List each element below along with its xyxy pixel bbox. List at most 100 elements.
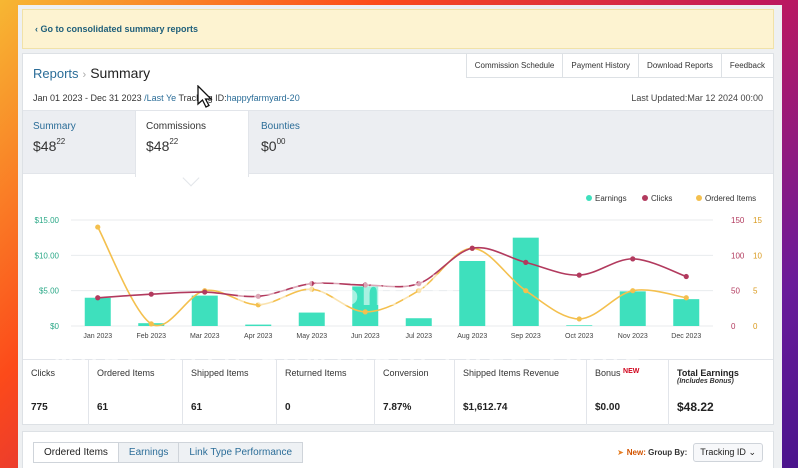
tab-ordered-items[interactable]: Ordered Items xyxy=(33,442,119,463)
ordered-items-point xyxy=(416,288,422,294)
metric-shipped-revenue: Shipped Items Revenue $1,612.74 xyxy=(455,360,587,425)
y-tick-right-ordered: 10 xyxy=(753,251,762,260)
summary-tabs: Summary $4822 Commissions $4822 Bounties… xyxy=(23,110,773,177)
group-by-label: New: Group By: xyxy=(626,448,688,457)
clicks-point xyxy=(576,272,582,278)
y-tick-left: $0 xyxy=(50,322,59,331)
tab-earnings[interactable]: Earnings xyxy=(117,442,180,463)
chevron-down-icon: ⌄ xyxy=(748,447,756,457)
y-tick-left: $5.00 xyxy=(39,287,60,296)
breadcrumb: Reports › Summary xyxy=(33,65,150,81)
x-tick-label: Feb 2023 xyxy=(136,333,166,340)
metric-conversion: Conversion 7.87% xyxy=(375,360,455,425)
x-tick-label: Aug 2023 xyxy=(457,333,487,340)
legend-marker xyxy=(586,195,592,201)
tab-link-type-performance[interactable]: Link Type Performance xyxy=(178,442,304,463)
y-tick-right-clicks: 0 xyxy=(731,322,736,331)
legend-label: Earnings xyxy=(595,194,627,203)
ordered-items-point xyxy=(255,302,261,308)
tab-bounties[interactable]: Bounties $000 xyxy=(251,111,363,175)
last-updated: Last Updated:Mar 12 2024 00:00 xyxy=(631,93,763,103)
report-table-tabs: Ordered Items Earnings Link Type Perform… xyxy=(33,442,304,463)
group-by-control: ➤ New: Group By: Tracking ID ⌄ xyxy=(617,443,763,462)
tab-summary[interactable]: Summary $4822 xyxy=(23,111,135,175)
tab-bounties-label: Bounties xyxy=(261,121,300,132)
summary-card: Reports › Summary Commission Schedule Paym… xyxy=(22,53,774,425)
earnings-bar xyxy=(245,324,272,326)
clicks-point xyxy=(416,281,422,287)
legend-marker xyxy=(642,195,648,201)
tab-bounties-amount: $000 xyxy=(261,137,286,154)
metric-shipped-items: Shipped Items 61 xyxy=(183,360,277,425)
y-tick-right-clicks: 50 xyxy=(731,287,740,296)
clicks-point xyxy=(362,282,368,288)
report-tables-card: Ordered Items Earnings Link Type Perform… xyxy=(22,431,774,468)
y-tick-right-clicks: 100 xyxy=(731,251,745,260)
clicks-point xyxy=(630,256,636,262)
ordered-items-point xyxy=(148,321,154,327)
tab-summary-label: Summary xyxy=(33,121,76,132)
x-tick-label: Jun 2023 xyxy=(351,333,380,340)
x-tick-label: May 2023 xyxy=(296,333,327,340)
consolidated-banner: ‹ Go to consolidated summary reports xyxy=(22,9,774,49)
earnings-bar xyxy=(405,318,432,326)
metric-total-earnings: Total Earnings (Includes Bonus) $48.22 xyxy=(677,368,739,414)
earnings-bar xyxy=(352,286,379,326)
earnings-bar xyxy=(566,325,593,326)
earnings-bar xyxy=(673,299,700,326)
consolidated-reports-link[interactable]: ‹ Go to consolidated summary reports xyxy=(35,24,199,34)
earnings-bar xyxy=(619,291,646,326)
clicks-point xyxy=(469,245,475,251)
earnings-bar xyxy=(191,295,218,326)
x-tick-label: Nov 2023 xyxy=(618,333,648,340)
x-tick-label: Sep 2023 xyxy=(511,333,541,340)
group-by-select[interactable]: Tracking ID ⌄ xyxy=(693,443,763,462)
ordered-items-point xyxy=(309,286,315,292)
feedback-link[interactable]: Feedback xyxy=(720,54,773,78)
ordered-items-point xyxy=(362,309,368,315)
commission-schedule-link[interactable]: Commission Schedule xyxy=(465,54,563,78)
clicks-point xyxy=(255,293,261,299)
top-links: Commission Schedule Payment History Down… xyxy=(465,54,773,78)
tab-commissions-label: Commissions xyxy=(146,121,207,132)
download-reports-link[interactable]: Download Reports xyxy=(638,54,721,78)
metric-returned-items: Returned Items 0 xyxy=(277,360,375,425)
y-tick-right-ordered: 0 xyxy=(753,322,758,331)
metric-clicks: Clicks 775 xyxy=(23,360,89,425)
payment-history-link[interactable]: Payment History xyxy=(562,54,639,78)
x-tick-label: Jan 2023 xyxy=(83,333,112,340)
clicks-point xyxy=(95,295,101,301)
new-badge: NEW xyxy=(623,368,640,375)
date-preset-link[interactable]: /Last Ye xyxy=(144,93,177,103)
earnings-bar xyxy=(459,260,486,326)
tracking-id-link[interactable]: happyfarmyard-20 xyxy=(226,93,300,103)
breadcrumb-reports-link[interactable]: Reports xyxy=(33,66,79,81)
tab-commissions[interactable]: Commissions $4822 xyxy=(135,111,249,177)
y-tick-right-ordered: 5 xyxy=(753,287,758,296)
earnings-chart: $0 $5.00 $10.00 $15.00 0 50 100 150 0 5 10 15 Jan 20… xyxy=(35,194,763,340)
ordered-items-point xyxy=(683,295,689,301)
clicks-point xyxy=(523,259,529,265)
legend-label: Clicks xyxy=(651,194,672,203)
date-range-text: Jan 01 2023 - Dec 31 2023 xyxy=(33,93,145,103)
ordered-items-point xyxy=(95,224,101,230)
x-tick-label: Oct 2023 xyxy=(565,333,594,340)
date-range-row: Jan 01 2023 - Dec 31 2023 /Last Ye Track… xyxy=(33,93,300,103)
earnings-bar xyxy=(84,297,111,326)
metric-ordered-items: Ordered Items 61 xyxy=(89,360,183,425)
ordered-items-point xyxy=(523,288,529,294)
tab-summary-amount: $4822 xyxy=(33,137,66,154)
tab-commissions-amount: $4822 xyxy=(146,137,179,154)
mouse-cursor-icon xyxy=(197,85,213,108)
y-tick-right-clicks: 150 xyxy=(731,216,745,225)
x-tick-label: Mar 2023 xyxy=(190,333,220,340)
y-tick-right-ordered: 15 xyxy=(753,216,762,225)
y-tick-left: $10.00 xyxy=(35,251,60,260)
reports-page: ‹ Go to consolidated summary reports Rep… xyxy=(18,5,782,468)
clicks-line xyxy=(97,246,687,299)
rocket-icon: ➤ xyxy=(617,448,624,457)
earnings-bar xyxy=(512,237,539,326)
watermark-text: MADE WITH CAMTASIA FREE TRIAL xyxy=(54,341,646,368)
clicks-point xyxy=(202,289,208,295)
x-tick-label: Apr 2023 xyxy=(244,333,273,340)
